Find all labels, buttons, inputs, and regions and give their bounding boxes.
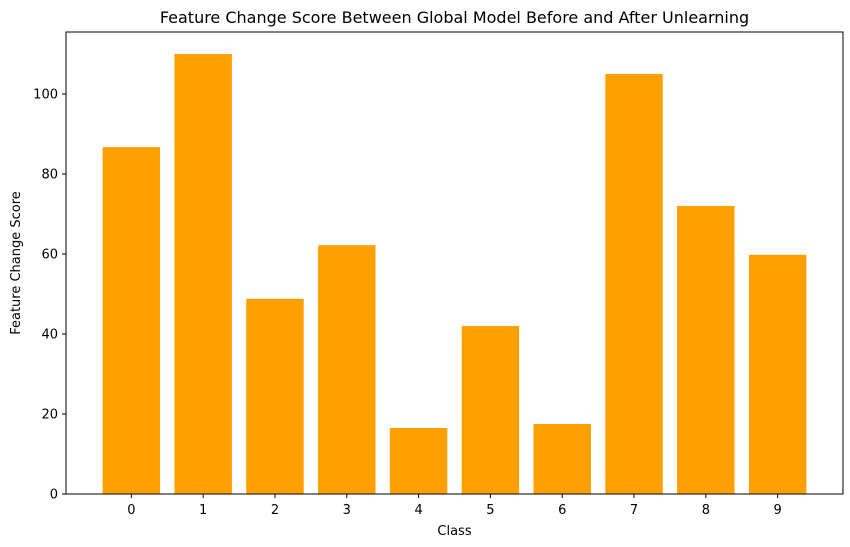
x-tick-label: 3 [343, 503, 351, 518]
x-tick-label: 6 [558, 503, 566, 518]
x-tick-label: 1 [199, 503, 207, 518]
chart-title: Feature Change Score Between Global Mode… [160, 8, 749, 27]
plot-frame [65, 31, 844, 495]
x-tick-label: 5 [486, 503, 494, 518]
y-axis-label: Feature Change Score [9, 191, 24, 335]
bar-class-1 [174, 54, 232, 494]
bar-class-5 [461, 326, 520, 494]
x-tick-label: 0 [127, 503, 135, 518]
bar-class-3 [318, 245, 376, 494]
x-axis-label: Class [437, 524, 471, 539]
bar-class-7 [605, 74, 663, 494]
y-tick-label: 20 [41, 408, 58, 423]
y-tick-label: 40 [41, 328, 58, 343]
y-tick-label: 100 [33, 88, 58, 103]
bar-class-8 [677, 206, 735, 494]
x-tick-label: 8 [702, 503, 710, 518]
bar-class-0 [102, 147, 161, 494]
bars-group [102, 54, 807, 494]
x-tick-label: 4 [414, 503, 422, 518]
bar-class-4 [389, 428, 448, 494]
bar-class-6 [533, 424, 591, 494]
x-tick-label: 2 [271, 503, 279, 518]
y-tick-label: 80 [41, 168, 58, 183]
bar-class-9 [748, 254, 807, 494]
x-tick-label: 9 [774, 503, 782, 518]
bar-class-2 [246, 298, 304, 494]
x-tick-label: 7 [630, 503, 638, 518]
x-axis: 0 1 2 3 4 5 6 7 8 9 [127, 494, 782, 518]
y-tick-label: 0 [50, 488, 58, 503]
y-axis: 0 20 40 60 80 100 [33, 88, 66, 503]
y-tick-label: 60 [41, 248, 58, 263]
